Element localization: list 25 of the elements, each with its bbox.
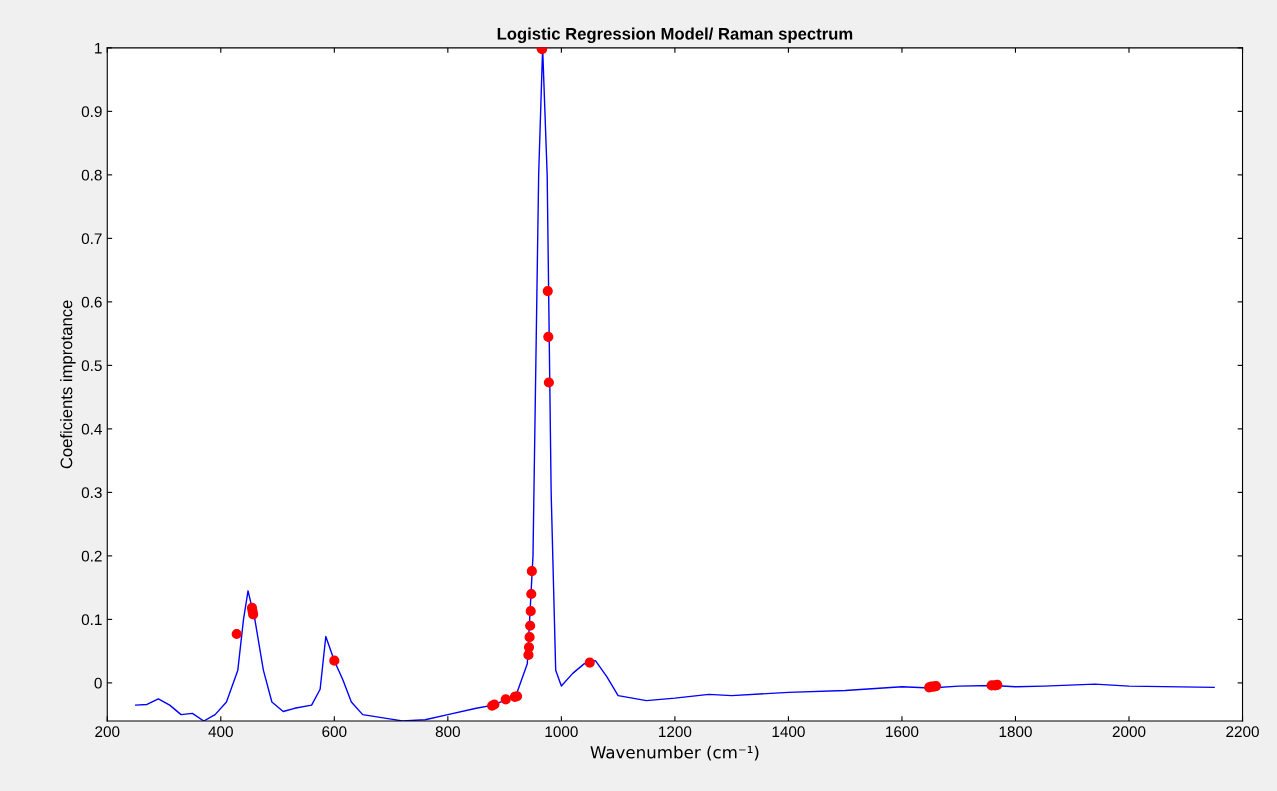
- y-tick-label: 0.7: [81, 233, 102, 245]
- x-tick-label: 1200: [659, 726, 692, 738]
- x-tick-label: 1600: [886, 726, 919, 738]
- x-tick-label: 2200: [1226, 726, 1259, 738]
- x-tick-label: 1800: [999, 726, 1032, 738]
- y-tick-label: 0.3: [81, 487, 102, 499]
- y-tick-label: 0.4: [81, 423, 102, 435]
- y-tick-label: 0.5: [81, 360, 102, 372]
- y-tick-label: 0: [94, 677, 102, 689]
- x-tick-label: 400: [208, 726, 233, 738]
- y-tick-label: 0.6: [81, 296, 102, 308]
- x-tick-label: 600: [322, 726, 347, 738]
- y-tick-label: 0.2: [81, 550, 102, 562]
- x-tick-label: 1000: [545, 726, 578, 738]
- y-tick-label: 0.1: [81, 614, 102, 626]
- x-tick-label: 2000: [1112, 726, 1146, 738]
- x-tick-label: 800: [435, 726, 460, 738]
- y-tick-label: 0.9: [81, 106, 102, 118]
- chart-title: Logistic Regression Model/ Raman spectrum: [497, 27, 853, 44]
- y-tick-label: 0.8: [81, 169, 102, 181]
- x-axis-title: Wavenumber (cm⁻¹): [590, 745, 759, 761]
- x-tick-label: 200: [95, 726, 120, 738]
- y-tick-label: 1: [95, 42, 102, 54]
- x-tick-label: 1400: [772, 726, 805, 738]
- y-axis-title: Coeficients improtance: [60, 300, 76, 469]
